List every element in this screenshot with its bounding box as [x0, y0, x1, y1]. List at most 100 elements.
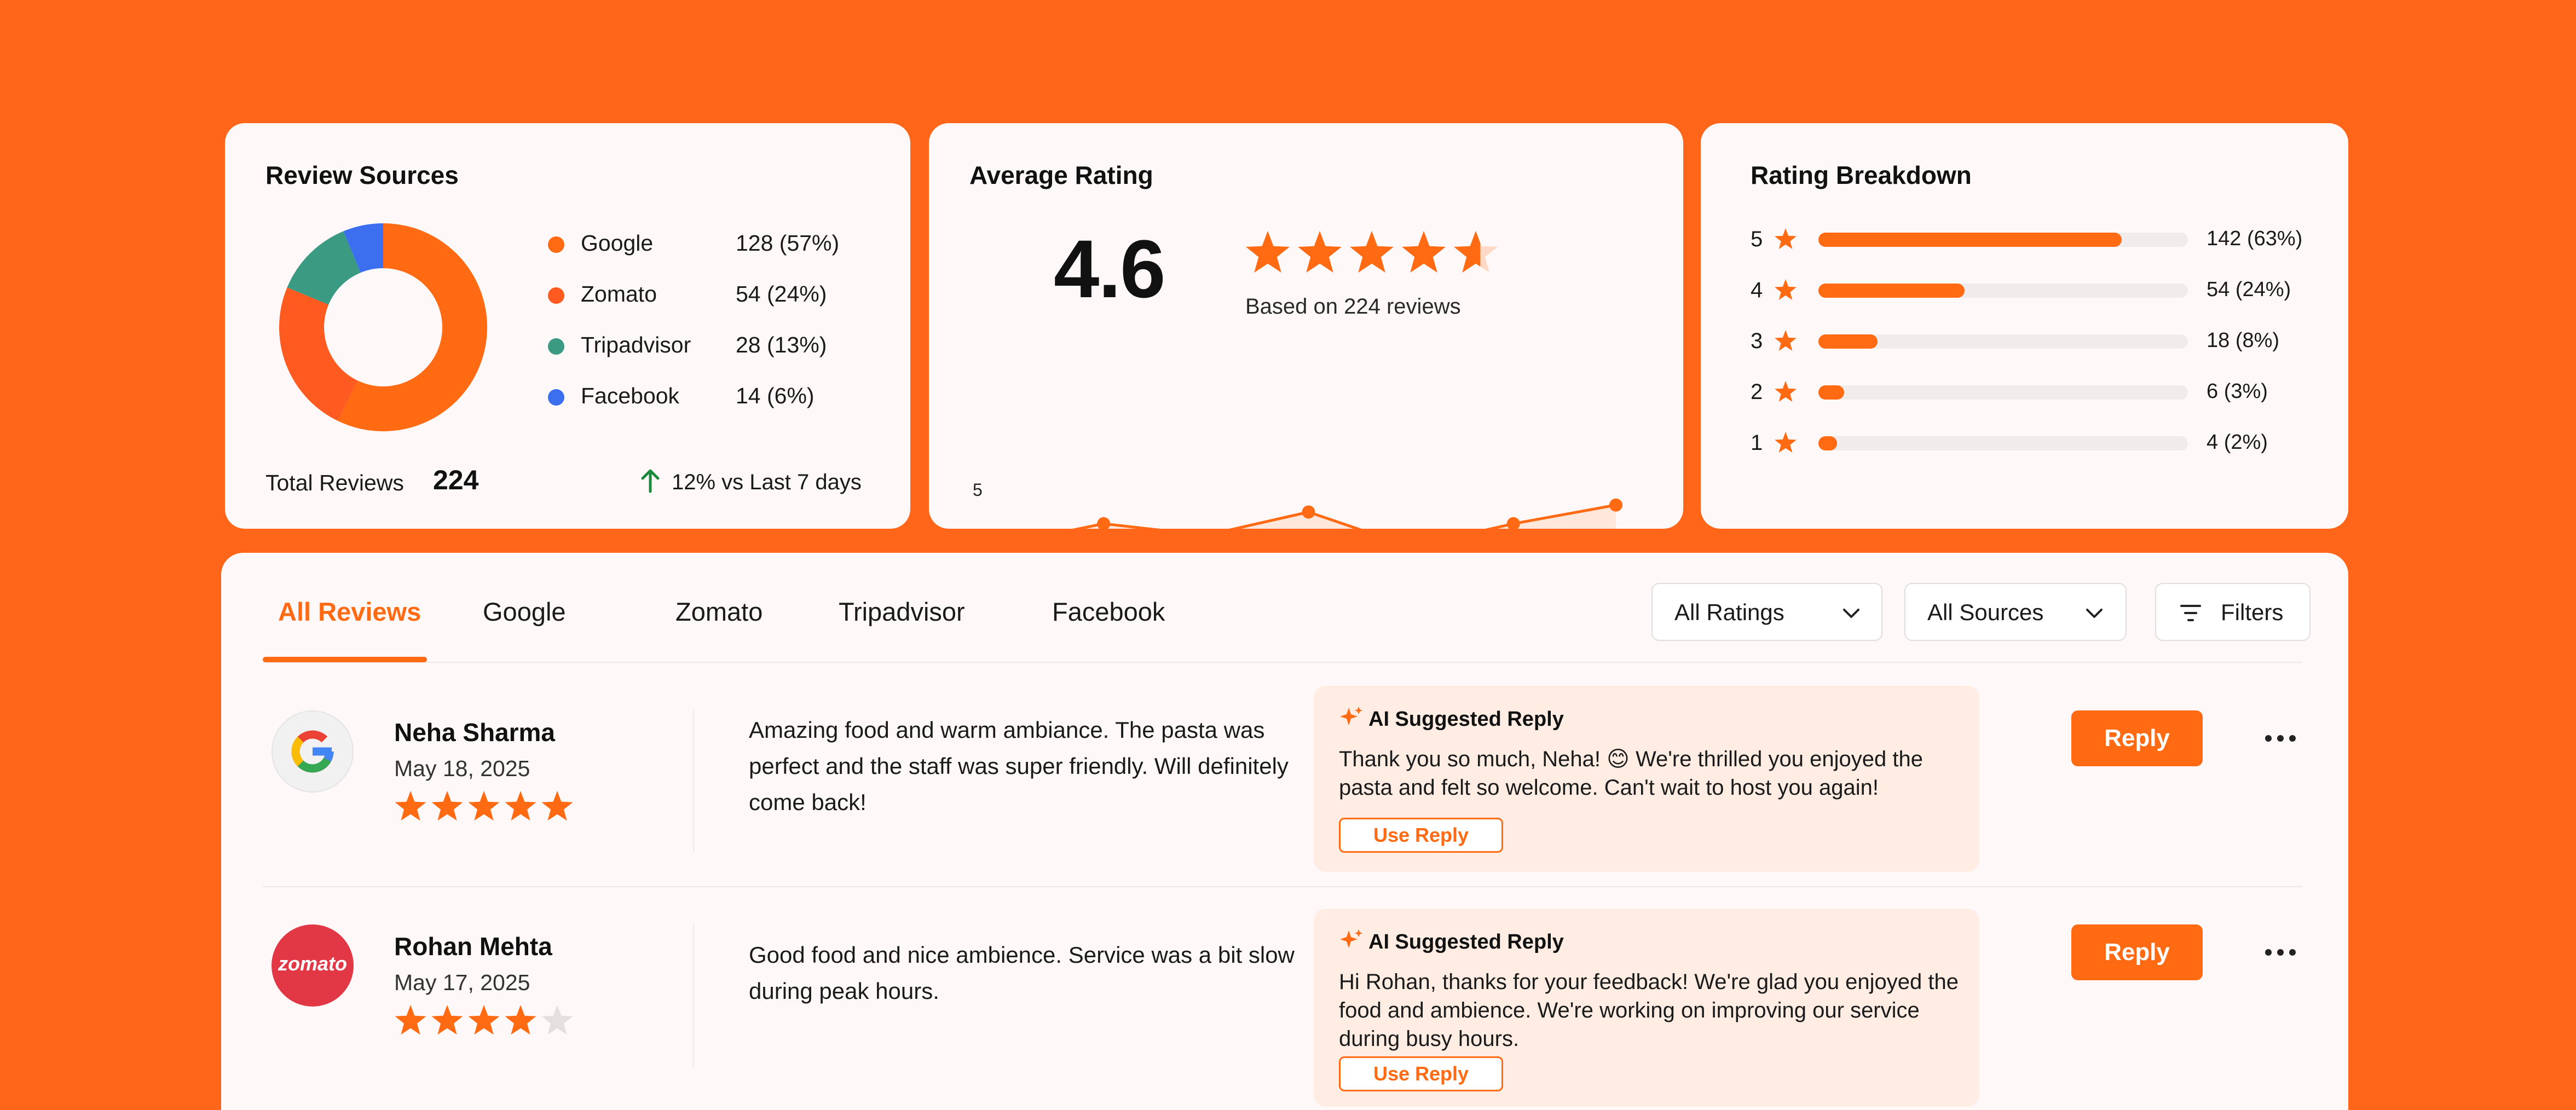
- tab-tripadvisor[interactable]: Tripadvisor: [839, 597, 965, 626]
- rating-breakdown-title: Rating Breakdown: [1751, 161, 1972, 189]
- legend-name: Google: [581, 230, 654, 256]
- star-icon: [505, 1005, 536, 1035]
- divider: [693, 710, 694, 853]
- tab-zomato[interactable]: Zomato: [675, 597, 763, 626]
- ai-suggested-reply-box: AI Suggested Reply Thank you so much, Ne…: [1314, 686, 1979, 872]
- reviewer-name: Neha Sharma: [394, 718, 556, 747]
- breakdown-value: 18 (8%): [2207, 329, 2280, 352]
- legend-dot-facebook: [548, 389, 564, 406]
- breakdown-bar-fill: [1818, 284, 1965, 298]
- total-reviews-value: 224: [433, 465, 479, 495]
- based-on-text: Based on 224 reviews: [1245, 294, 1461, 319]
- star-icon: [1298, 231, 1342, 273]
- star-icon: [541, 791, 573, 821]
- average-rating-title: Average Rating: [969, 161, 1153, 189]
- legend-dot-zomato: [548, 287, 564, 304]
- sources-dropdown-label: All Sources: [1927, 599, 2044, 625]
- ratings-dropdown-label: All Ratings: [1674, 599, 1784, 625]
- tab-google[interactable]: Google: [483, 597, 566, 626]
- use-reply-button[interactable]: Use Reply: [1339, 818, 1503, 853]
- breakdown-star-count: 2: [1751, 380, 1763, 404]
- tab-facebook[interactable]: Facebook: [1052, 597, 1165, 626]
- sources-dropdown[interactable]: All Sources: [1904, 583, 2127, 641]
- star-icon: [468, 1005, 500, 1035]
- tab-all-reviews[interactable]: All Reviews: [278, 597, 421, 626]
- legend-item-tripadvisor: Tripadvisor 28 (13%): [540, 330, 890, 381]
- legend-dot-tripadvisor: [548, 338, 564, 355]
- rating-breakdown-card: Rating Breakdown 5 142 (63%) 4 54 (24%) 3 18 …: [1701, 123, 2348, 529]
- review-sources-card: Review Sources Google 128 (57%) Zomato 5…: [225, 123, 910, 529]
- legend-item-google: Google 128 (57%): [540, 228, 890, 279]
- breakdown-row-4: 4 54 (24%): [1751, 276, 2325, 309]
- zomato-logo-icon: zomato: [278, 952, 347, 975]
- y-tick-label: 5: [973, 480, 983, 500]
- trend-area: [1079, 505, 1616, 529]
- review-date: May 18, 2025: [394, 756, 530, 781]
- breakdown-bar-fill: [1818, 233, 2122, 247]
- more-options-icon[interactable]: [2259, 937, 2302, 968]
- google-logo-icon: [291, 730, 334, 773]
- review-sources-donut: [276, 220, 490, 435]
- star-icon-empty: [541, 1005, 573, 1035]
- breakdown-bar-track: [1818, 233, 2188, 247]
- more-options-icon[interactable]: [2259, 723, 2302, 754]
- ratings-dropdown[interactable]: All Ratings: [1651, 583, 1882, 641]
- review-sources-title: Review Sources: [265, 161, 459, 189]
- sparkle-icon: [1340, 707, 1362, 725]
- breakdown-value: 54 (24%): [2207, 278, 2291, 301]
- review-text: Amazing food and warm ambiance. The past…: [749, 717, 1289, 815]
- star-icon: [468, 791, 500, 821]
- star-icon: [395, 1005, 426, 1035]
- legend-name: Tripadvisor: [581, 332, 691, 357]
- review-date: May 17, 2025: [394, 970, 530, 995]
- arrow-up-icon: [641, 469, 660, 493]
- star-icon: [1775, 330, 1797, 351]
- breakdown-star-count: 3: [1751, 329, 1763, 353]
- star-icon: [1246, 231, 1290, 273]
- use-reply-button[interactable]: Use Reply: [1339, 1056, 1503, 1091]
- google-logo-avatar: [272, 710, 354, 793]
- trend-point: [1302, 505, 1315, 519]
- legend-name: Zomato: [581, 281, 657, 307]
- review-rating-stars: [395, 1005, 573, 1035]
- divider: [693, 924, 694, 1067]
- trend-point: [1506, 517, 1520, 529]
- zomato-logo-text: zomato: [278, 952, 347, 975]
- breakdown-star-count: 5: [1751, 227, 1763, 251]
- legend-item-zomato: Zomato 54 (24%): [540, 279, 890, 330]
- trend-point: [1609, 498, 1622, 512]
- breakdown-star-count: 4: [1751, 278, 1763, 302]
- breakdown-value: 4 (2%): [2207, 431, 2268, 454]
- breakdown-bar-fill: [1818, 385, 1845, 400]
- review-sources-legend: Google 128 (57%) Zomato 54 (24%) Tripadv…: [540, 228, 890, 432]
- legend-value: 14 (6%): [736, 383, 815, 408]
- reviews-panel: All Reviews Google Zomato Tripadvisor Fa…: [221, 553, 2348, 1110]
- ai-reply-text: Hi Rohan, thanks for your feedback! We'r…: [1339, 970, 1959, 1051]
- legend-item-facebook: Facebook 14 (6%): [540, 381, 890, 432]
- reply-button[interactable]: Reply: [2071, 710, 2203, 766]
- star-icon: [1775, 228, 1797, 249]
- star-icon: [395, 791, 426, 821]
- review-item: zomato Rohan Mehta May 17, 2025 Good foo…: [263, 878, 2302, 1107]
- donut-chart: [279, 223, 488, 431]
- breakdown-row-2: 2 6 (3%): [1751, 378, 2325, 411]
- trend-text: 12% vs Last 7 days: [672, 470, 862, 494]
- sparkle-icon: [1340, 929, 1362, 948]
- breakdown-bar-fill: [1818, 334, 1878, 349]
- star-icon: [431, 791, 463, 821]
- ai-suggested-reply-box: AI Suggested Reply Hi Rohan, thanks for …: [1314, 909, 1979, 1107]
- average-rating-stars: [1246, 231, 1498, 273]
- breakdown-row-5: 5 142 (63%): [1751, 225, 2325, 258]
- breakdown-value: 6 (3%): [2207, 380, 2268, 403]
- chevron-down-icon: [1843, 609, 1859, 618]
- y-tick-label: 4: [973, 527, 983, 529]
- reply-button[interactable]: Reply: [2071, 924, 2203, 980]
- filters-button[interactable]: Filters: [2155, 583, 2311, 641]
- star-icon: [1775, 381, 1797, 402]
- breakdown-bar-track: [1818, 385, 2188, 400]
- star-icon: [1402, 231, 1446, 273]
- average-rating-value: 4.6: [1054, 223, 1166, 315]
- review-text: Good food and nice ambience. Service was…: [749, 942, 1295, 1004]
- star-icon: [1350, 231, 1394, 273]
- legend-value: 28 (13%): [736, 332, 827, 357]
